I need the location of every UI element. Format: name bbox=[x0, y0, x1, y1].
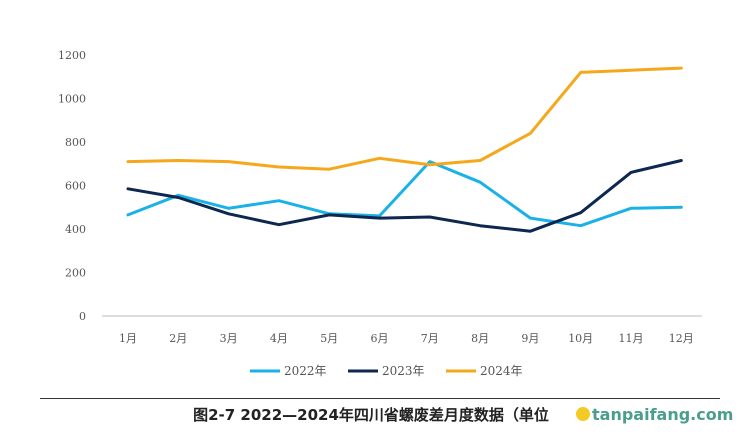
series-lines bbox=[126, 66, 683, 233]
x-tick-labels: 1月 2月 3月 4月 5月 6月 7月 8月 9月 10月 11月 12月 bbox=[119, 332, 694, 345]
legend-label: 2022年 bbox=[284, 364, 327, 378]
y-tick-label: 600 bbox=[65, 180, 86, 193]
x-tick-label: 11月 bbox=[619, 332, 644, 345]
y-tick-label: 800 bbox=[65, 136, 86, 149]
y-tick-label: 0 bbox=[79, 310, 86, 323]
legend-label: 2023年 bbox=[382, 364, 425, 378]
y-tick-label: 1000 bbox=[58, 93, 86, 106]
x-tick-label: 4月 bbox=[270, 332, 288, 345]
x-tick-label: 6月 bbox=[371, 332, 389, 345]
legend: 2022年 2023年 2024年 bbox=[250, 364, 523, 378]
x-tick-label: 5月 bbox=[320, 332, 338, 345]
x-tick-label: 7月 bbox=[421, 332, 439, 345]
watermark-text: tanpaifang.com bbox=[592, 405, 734, 424]
x-tick-label: 9月 bbox=[521, 332, 539, 345]
y-tick-label: 400 bbox=[65, 223, 86, 236]
x-tick-label: 12月 bbox=[669, 332, 694, 345]
y-tick-label: 200 bbox=[65, 267, 86, 280]
x-tick-label: 1月 bbox=[119, 332, 137, 345]
series-line-2024年 bbox=[126, 66, 683, 171]
y-tick-labels: 0 200 400 600 800 1000 1200 bbox=[58, 49, 86, 323]
caption-divider bbox=[40, 398, 720, 399]
watermark: tanpaifang.com bbox=[576, 405, 733, 424]
x-tick-label: 2月 bbox=[169, 332, 187, 345]
x-tick-label: 10月 bbox=[568, 332, 593, 345]
series-line-2023年 bbox=[126, 159, 683, 233]
legend-label: 2024年 bbox=[480, 364, 523, 378]
watermark-logo-icon bbox=[576, 407, 590, 421]
x-tick-label: 8月 bbox=[471, 332, 489, 345]
chart-caption: 图2-7 2022—2024年四川省螺废差月度数据（单位 bbox=[193, 406, 549, 424]
x-tick-label: 3月 bbox=[220, 332, 238, 345]
y-tick-label: 1200 bbox=[58, 49, 86, 62]
series-line-2022年 bbox=[126, 160, 683, 228]
